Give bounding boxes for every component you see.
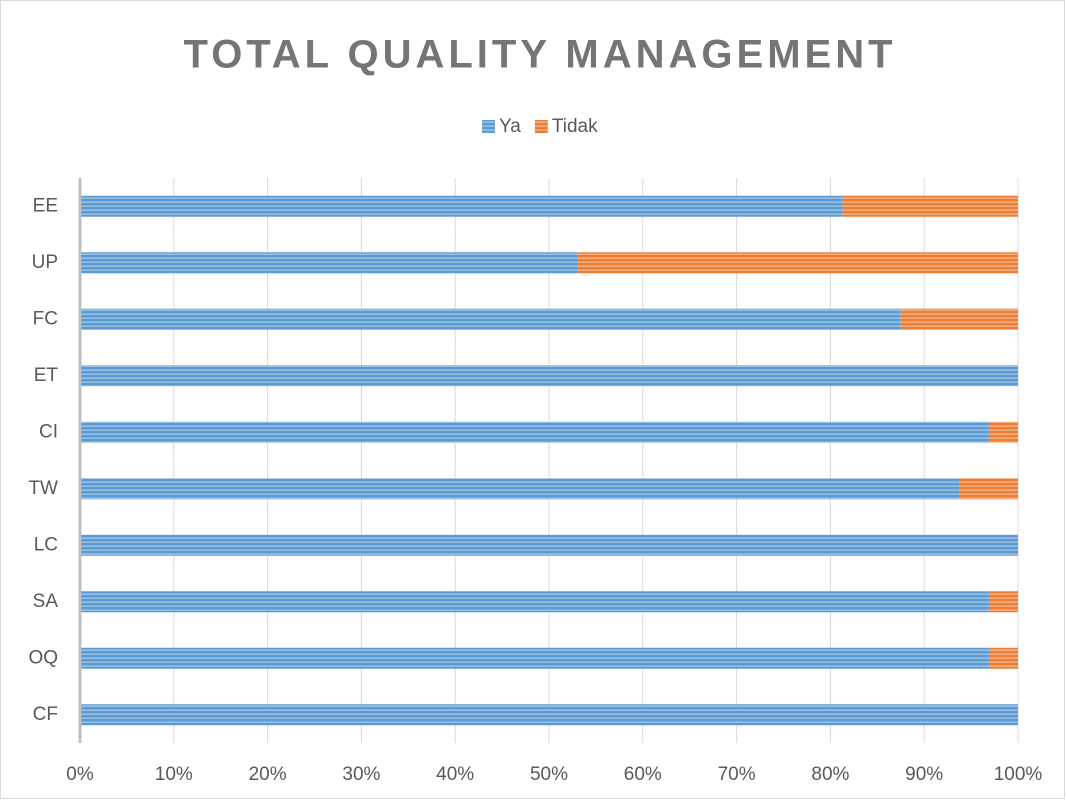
y-tick-label: LC [34,534,58,555]
legend-label: Ya [499,116,521,137]
x-tick-label: 20% [249,764,287,785]
y-tick-label: UP [32,252,58,273]
y-tick-label: EE [33,195,58,216]
bar [80,308,901,330]
bar [988,647,1018,669]
bar [988,591,1018,613]
bar [80,365,1018,387]
x-tick-label: 90% [905,764,943,785]
y-tick-label: TW [28,478,58,499]
y-tick-label: CI [39,421,58,442]
bar [80,704,1018,726]
bar [80,478,960,500]
x-tick-label: 80% [811,764,849,785]
bar [80,195,843,217]
bar [842,195,1018,217]
legend-swatch [534,120,548,133]
bar [988,421,1018,443]
bar [578,252,1018,274]
x-tick-label: 100% [994,764,1043,785]
x-tick-label: 50% [530,764,568,785]
x-tick-label: 30% [342,764,380,785]
legend-label: Tidak [552,116,598,137]
bar [959,478,1018,500]
bar [80,421,989,443]
y-tick-label: FC [33,308,58,329]
y-tick-label: OQ [28,647,58,668]
x-tick-label: 40% [436,764,474,785]
chart-title: TOTAL QUALITY MANAGEMENT [183,33,896,77]
legend-swatch [482,120,495,133]
x-tick-label: 10% [155,764,193,785]
bar [80,591,989,613]
y-tick-label: CF [33,704,58,725]
y-tick-label: ET [34,365,59,386]
bar [900,308,1018,330]
bar [80,647,989,669]
x-tick-label: 0% [66,764,94,785]
x-tick-label: 60% [624,764,662,785]
bar [80,252,579,274]
x-tick-label: 70% [718,764,756,785]
bar [80,534,1018,556]
y-tick-label: SA [33,591,59,612]
